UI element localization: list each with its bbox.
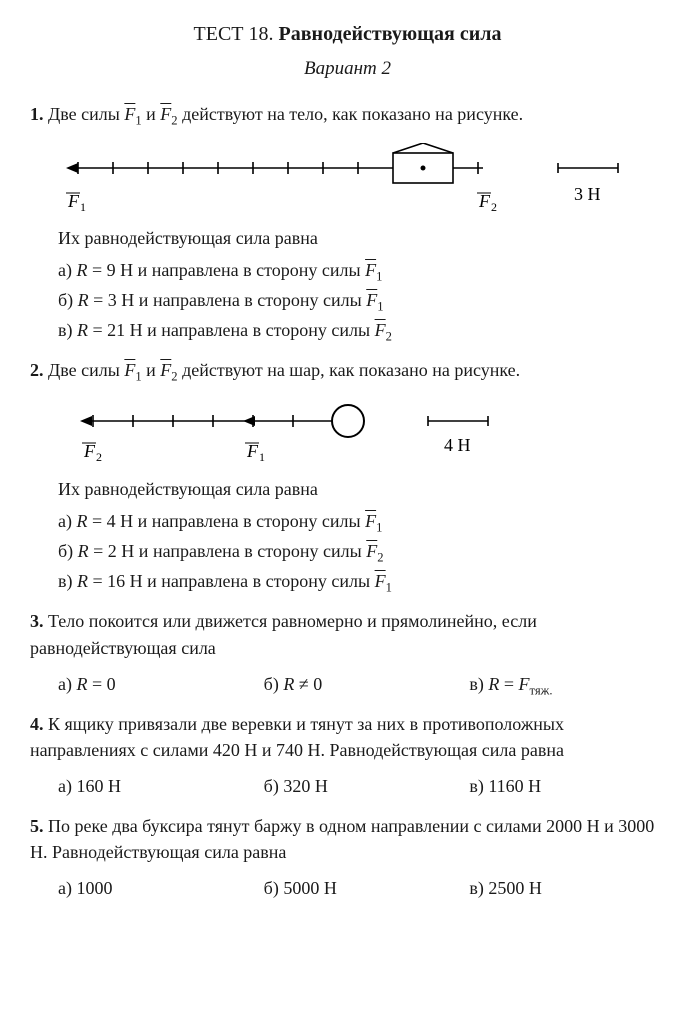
svg-text:F: F — [83, 441, 96, 461]
q4-option-a: а) 160 Н — [58, 773, 254, 799]
q3-num: 3. — [30, 611, 44, 631]
q5-num: 5. — [30, 816, 44, 836]
svg-text:F: F — [478, 191, 491, 211]
q5-option-c: в) 2500 Н — [469, 875, 665, 901]
question-2: 2. Две силы F1 и F2 действуют на шар, ка… — [30, 357, 665, 383]
question-4: 4. К ящику привязали две веревки и тянут… — [30, 711, 665, 763]
q1-prompt: Их равнодействующая сила равна — [30, 225, 665, 251]
svg-text:2: 2 — [96, 450, 102, 464]
svg-text:F: F — [67, 191, 80, 211]
svg-text:3 Н: 3 Н — [574, 184, 601, 204]
q4-options: а) 160 Н б) 320 Н в) 1160 Н — [30, 773, 665, 799]
q1-num: 1. — [30, 104, 44, 124]
q2-option-b: б) R = 2 Н и направлена в сторону силы F… — [30, 538, 665, 564]
question-3: 3. Тело покоится или движется равномерно… — [30, 608, 665, 660]
q3-option-c: в) R = Fтяж. — [469, 671, 665, 697]
q5-text: По реке два буксира тянут баржу в одном … — [30, 816, 654, 862]
test-label: ТЕСТ 18. — [194, 23, 274, 45]
q3-text: Тело покоится или движется равномерно и … — [30, 611, 537, 657]
variant: Вариант 2 — [30, 55, 665, 83]
q2-diagram: F2F14 Н — [30, 399, 665, 464]
q1-diagram: F1F23 Н — [30, 143, 665, 213]
q2-option-a: а) R = 4 Н и направлена в сторону силы F… — [30, 508, 665, 534]
svg-text:1: 1 — [259, 450, 265, 464]
svg-text:F: F — [246, 441, 259, 461]
q5-option-b: б) 5000 Н — [264, 875, 460, 901]
question-1: 1. Две силы F1 и F2 действуют на тело, к… — [30, 101, 665, 127]
q3-option-b: б) R ≠ 0 — [264, 671, 460, 697]
q1-text: Две силы F1 и F2 действуют на тело, как … — [48, 104, 523, 124]
q4-option-c: в) 1160 Н — [469, 773, 665, 799]
q1-option-a: а) R = 9 Н и направлена в сторону силы F… — [30, 257, 665, 283]
q3-option-a: а) R = 0 — [58, 671, 254, 697]
page-title: ТЕСТ 18. Равнодействующая сила — [30, 20, 665, 49]
svg-text:4 Н: 4 Н — [444, 435, 471, 455]
q4-option-b: б) 320 Н — [264, 773, 460, 799]
q3-options: а) R = 0 б) R ≠ 0 в) R = Fтяж. — [30, 671, 665, 697]
q1-option-b: б) R = 3 Н и направлена в сторону силы F… — [30, 287, 665, 313]
q5-option-a: а) 1000 — [58, 875, 254, 901]
q2-prompt: Их равнодействующая сила равна — [30, 476, 665, 502]
q4-text: К ящику привязали две веревки и тянут за… — [30, 714, 564, 760]
q2-text: Две силы F1 и F2 действуют на шар, как п… — [48, 360, 520, 380]
q2-num: 2. — [30, 360, 44, 380]
title-bold: Равнодействующая сила — [279, 23, 502, 45]
q5-options: а) 1000 б) 5000 Н в) 2500 Н — [30, 875, 665, 901]
question-5: 5. По реке два буксира тянут баржу в одн… — [30, 813, 665, 865]
q1-option-c: в) R = 21 Н и направлена в сторону силы … — [30, 317, 665, 343]
svg-text:2: 2 — [491, 200, 497, 213]
q2-option-c: в) R = 16 Н и направлена в сторону силы … — [30, 568, 665, 594]
q4-num: 4. — [30, 714, 44, 734]
svg-text:1: 1 — [80, 200, 86, 213]
